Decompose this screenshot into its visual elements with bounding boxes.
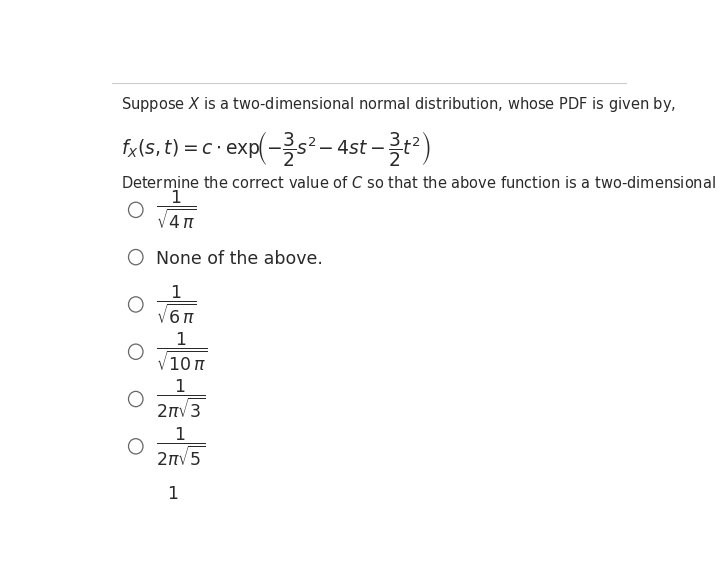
- Text: Suppose $\mathit{X}$ is a two-dimensional normal distribution, whose PDF is give: Suppose $\mathit{X}$ is a two-dimensiona…: [121, 95, 676, 114]
- Text: None of the above.: None of the above.: [156, 250, 323, 269]
- Text: $\dfrac{1}{\sqrt{4\,\pi}}$: $\dfrac{1}{\sqrt{4\,\pi}}$: [156, 188, 197, 231]
- Text: $f_X(s,t) = c \cdot \mathrm{exp}\!\left(-\dfrac{3}{2}s^2\!-4st-\dfrac{3}{2}t^2\r: $f_X(s,t) = c \cdot \mathrm{exp}\!\left(…: [121, 129, 431, 168]
- Text: $\dfrac{1}{\sqrt{10\,\pi}}$: $\dfrac{1}{\sqrt{10\,\pi}}$: [156, 331, 208, 373]
- Text: $\dfrac{1}{2\pi\sqrt{5}}$: $\dfrac{1}{2\pi\sqrt{5}}$: [156, 425, 205, 467]
- Text: $\dfrac{1}{2\pi\sqrt{3}}$: $\dfrac{1}{2\pi\sqrt{3}}$: [156, 378, 205, 420]
- Text: Determine the correct value of $C$ so that the above function is a two-dimension: Determine the correct value of $C$ so th…: [121, 175, 720, 191]
- Text: $1$: $1$: [167, 484, 179, 503]
- Text: $\dfrac{1}{\sqrt{6\,\pi}}$: $\dfrac{1}{\sqrt{6\,\pi}}$: [156, 283, 197, 326]
